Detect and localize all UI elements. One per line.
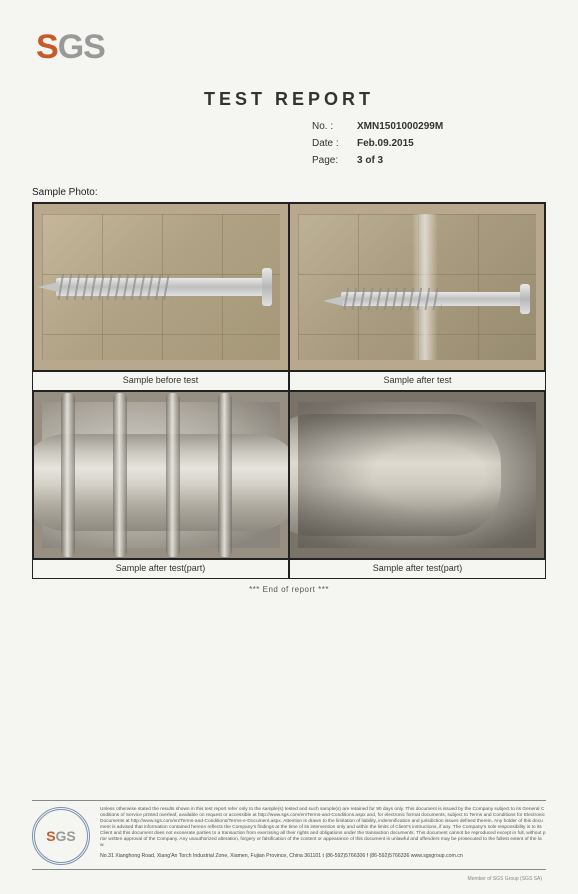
report-page: SGS TEST REPORT No. : XMN1501000299M Dat… <box>0 0 578 894</box>
photo-after-part2 <box>289 391 545 559</box>
photo-before-full <box>33 203 289 371</box>
seal-gs: GS <box>56 828 76 844</box>
seal-s: S <box>46 828 55 844</box>
logo-gs: GS <box>58 28 105 66</box>
member-line: Member of SGS Group (SGS SA) <box>468 876 542 882</box>
meta-no-label: No. : <box>312 118 357 135</box>
address-line: No.31 Xianghong Road, Xiang'An Torch Ind… <box>100 853 546 859</box>
meta-no: No. : XMN1501000299M <box>312 118 546 135</box>
footer: SGS Unless otherwise stated the results … <box>32 800 546 870</box>
logo-s: S <box>36 28 58 66</box>
caption-row-2: Sample after test(part) Sample after tes… <box>32 560 546 579</box>
meta-date-value: Feb.09.2015 <box>357 135 414 152</box>
meta-page-label: Page: <box>312 152 357 169</box>
photo-after-part1 <box>33 391 289 559</box>
caption-row-1: Sample before test Sample after test <box>32 372 546 391</box>
meta-no-value: XMN1501000299M <box>357 118 443 135</box>
report-title: TEST REPORT <box>32 89 546 110</box>
meta-date-label: Date : <box>312 135 357 152</box>
end-of-report: *** End of report *** <box>32 585 546 594</box>
footer-text-block: Unless otherwise stated the results show… <box>100 807 546 859</box>
caption-after: Sample after test <box>289 372 546 391</box>
caption-part1: Sample after test(part) <box>32 560 289 579</box>
photo-after-full <box>289 203 545 371</box>
meta-page: Page: 3 of 3 <box>312 152 546 169</box>
report-meta: No. : XMN1501000299M Date : Feb.09.2015 … <box>312 118 546 169</box>
caption-before: Sample before test <box>32 372 289 391</box>
caption-part2: Sample after test(part) <box>289 560 546 579</box>
sgs-seal: SGS <box>32 807 90 865</box>
photo-grid <box>32 202 546 372</box>
fine-print: Unless otherwise stated the results show… <box>100 807 546 849</box>
meta-date: Date : Feb.09.2015 <box>312 135 546 152</box>
sgs-logo-top: SGS <box>36 28 546 67</box>
meta-page-value: 3 of 3 <box>357 152 383 169</box>
sample-photo-label: Sample Photo: <box>32 187 546 198</box>
photo-grid-2 <box>32 391 546 560</box>
